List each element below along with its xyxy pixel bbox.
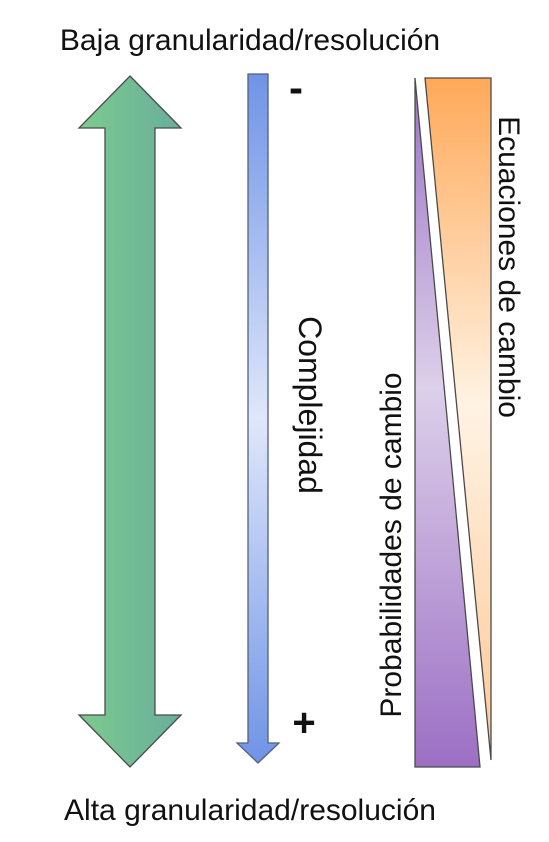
plus-sign: + [292,701,315,745]
granularity-double-arrow [77,75,183,768]
complexity-label: Complejidad [292,316,328,494]
bottom-label: Alta granularidad/resolución [64,794,436,827]
probabilities-wedge [414,77,481,768]
probabilities-label: Probabilidades de cambio [375,372,408,717]
equations-label: Ecuaciones de cambio [492,116,525,418]
top-label: Baja granularidad/resolución [60,24,440,57]
equations-wedge [424,77,492,761]
complexity-arrow [235,73,281,764]
minus-sign: - [289,64,303,111]
